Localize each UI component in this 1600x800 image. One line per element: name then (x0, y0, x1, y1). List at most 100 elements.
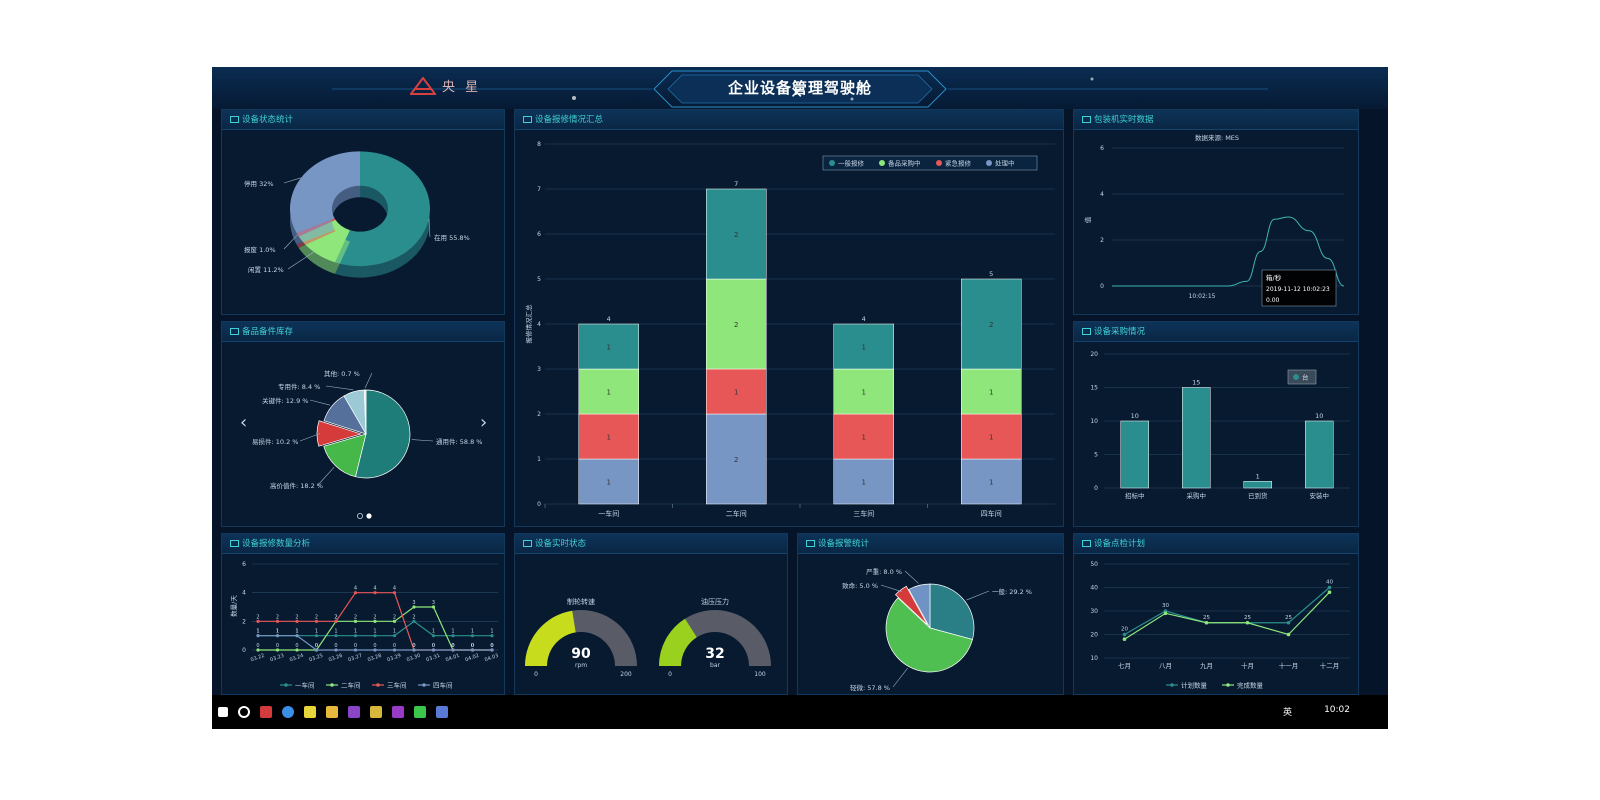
data-label: 0 (490, 643, 493, 649)
panel-realtime-status: 设备实时状态 制轮转速 90 rpm 0 200 油压压力 32 bar 0 100 (514, 533, 788, 695)
bar-segment (578, 458, 639, 505)
y-tick-label: 2 (1100, 237, 1104, 244)
x-tick-label: 03.31 (425, 653, 441, 664)
data-label: 0 (490, 643, 493, 649)
app-window-icon[interactable] (436, 706, 448, 718)
series-line (1124, 591, 1330, 640)
y-tick-label: 6 (242, 561, 246, 568)
panel-header: 备品备件库存 (222, 322, 504, 342)
app-weibo-icon[interactable] (260, 706, 272, 718)
donut-slice (298, 219, 351, 263)
bar-segment (578, 368, 639, 415)
data-label: 1 (451, 629, 454, 635)
total-label: 5 (989, 270, 993, 278)
data-point (256, 648, 260, 652)
slice-label: 其他: 0.7 % (324, 369, 360, 378)
app-onenote-icon[interactable] (392, 706, 404, 718)
data-label: 4 (354, 586, 357, 592)
x-tick-label: 03.22 (250, 653, 266, 664)
packer-line-chart: 数据来源: MES 0 2 4 6 值 10:02:15 箱/秒 2019-11-12 10:0… (1083, 133, 1345, 307)
chart-subtitle: 数据来源: MES (1195, 133, 1239, 142)
data-label: 2 (315, 614, 318, 620)
panel-packer-realtime: 包装机实时数据 数据来源: MES 0 2 4 6 值 10:02:15 箱/秒 2019-11… (1073, 109, 1359, 315)
panel-header: 包装机实时数据 (1074, 110, 1358, 130)
bar (1120, 420, 1149, 489)
data-label: 0 (451, 643, 454, 649)
data-point (353, 648, 358, 652)
legend-label: 紧急报修 (945, 159, 972, 168)
data-label: 0 (471, 643, 474, 649)
gauge-max: 100 (754, 671, 766, 678)
data-label: 0 (373, 643, 376, 649)
legend-label: 二车间 (341, 681, 361, 690)
data-point (334, 634, 338, 638)
segment-label: 1 (862, 389, 866, 397)
x-tick-label: 二车间 (726, 509, 747, 518)
slice-label: 报废 1.0% (244, 245, 276, 254)
data-label: 0 (451, 643, 454, 649)
bar-segment (961, 458, 1022, 505)
segment-label: 2 (734, 456, 738, 464)
close-icon[interactable]: ✕ (790, 83, 804, 102)
legend-marker (1170, 683, 1174, 687)
gauge-unit: bar (710, 662, 720, 669)
y-tick-label: 1 (537, 456, 541, 463)
app-editor-icon[interactable] (370, 706, 382, 718)
gauge-max: 200 (620, 671, 632, 678)
x-tick-label: 招标中 (1125, 491, 1145, 500)
app-notes-icon[interactable] (304, 706, 316, 718)
segment-label: 1 (734, 389, 738, 397)
panel-title: 包装机实时数据 (1094, 114, 1154, 125)
panel-header: 设备报修数量分析 (222, 534, 504, 554)
y-tick-label: 4 (1100, 191, 1104, 198)
donut-slice-shadow (296, 229, 336, 248)
panel-purchase: 设备采购情况 0 5 10 15 20 10 招标中 15 采购中 1 已到货 10 安装中 台 (1073, 321, 1359, 527)
pie-slice (323, 433, 367, 478)
bar-segment (961, 413, 1022, 460)
bar (1243, 481, 1272, 489)
data-label: 2 (334, 614, 337, 620)
x-tick-label: 十月 (1241, 661, 1254, 670)
windows-start-icon[interactable] (218, 707, 228, 717)
leader-line (325, 385, 354, 391)
y-tick-label: 0 (1100, 283, 1104, 290)
image-icon (523, 540, 532, 547)
y-tick-label: 0 (242, 647, 246, 654)
panel-inspection: 设备点检计划 10 20 30 40 50 七月 八月 九月 十月 十一月 十二月 20 30 25 25 2… (1073, 533, 1359, 695)
header-decoration (332, 70, 1268, 108)
image-icon (1082, 328, 1091, 335)
y-tick-label: 20 (1090, 351, 1098, 358)
segment-label: 1 (989, 389, 993, 397)
bar-value-label: 1 (1256, 472, 1260, 480)
data-point (451, 634, 455, 638)
data-label: 25 (1285, 615, 1292, 621)
data-point (373, 634, 377, 638)
input-language[interactable]: 英 (1282, 708, 1292, 718)
panel-header: 设备状态统计 (222, 110, 504, 130)
legend-label: 四车间 (433, 681, 453, 690)
app-folder-icon[interactable] (326, 706, 338, 718)
data-label: 3 (412, 600, 415, 606)
segment-label: 2 (734, 231, 738, 239)
x-tick-label: 三车间 (853, 509, 874, 518)
bar-segment (961, 278, 1022, 370)
y-tick-label: 3 (537, 366, 541, 373)
data-label: 0 (354, 643, 357, 649)
y-tick-label: 50 (1090, 561, 1098, 568)
search-icon[interactable] (238, 706, 250, 718)
clock[interactable]: 10:02 (1324, 705, 1350, 715)
pie-slice (929, 583, 975, 640)
app-wechat-icon[interactable] (414, 706, 426, 718)
prev-arrow-icon: ‹ (240, 412, 247, 433)
x-tick-label: 一车间 (598, 509, 619, 518)
x-tick-label: 03.29 (386, 653, 402, 664)
data-label: 1 (315, 629, 318, 635)
app-chrome-icon[interactable] (282, 706, 294, 718)
data-point (1122, 632, 1127, 637)
legend-swatch (986, 160, 992, 166)
app-vs-icon[interactable] (348, 706, 360, 718)
x-tick-label: 04.01 (445, 653, 461, 664)
legend-marker (1226, 683, 1230, 687)
data-point (353, 619, 358, 623)
x-tick-label: 安装中 (1310, 491, 1330, 500)
